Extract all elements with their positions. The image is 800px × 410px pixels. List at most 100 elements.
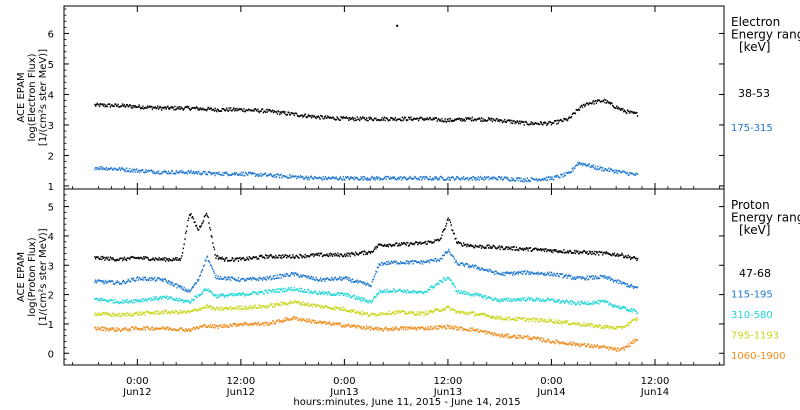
data-point [275, 174, 277, 176]
data-point [236, 306, 238, 308]
data-point [583, 303, 585, 305]
data-point [627, 285, 629, 288]
data-point [120, 301, 122, 304]
data-point [318, 305, 320, 307]
data-point [404, 176, 406, 178]
data-point [593, 278, 595, 280]
data-point [355, 295, 358, 298]
data-point [525, 336, 527, 338]
data-point [441, 258, 443, 260]
data-point [208, 290, 210, 292]
data-point [480, 269, 482, 271]
data-point [600, 300, 602, 302]
data-point [126, 104, 129, 106]
data-point [516, 337, 518, 339]
data-point [472, 264, 474, 266]
data-point [149, 277, 151, 279]
data-point [332, 177, 334, 179]
data-point [630, 341, 632, 344]
data-point [265, 306, 267, 308]
data-point [196, 227, 198, 229]
data-point [432, 241, 434, 244]
data-point [630, 256, 632, 259]
data-point [399, 244, 401, 247]
data-point [94, 326, 96, 329]
data-point [115, 281, 117, 284]
data-point [247, 258, 249, 260]
data-point [428, 289, 430, 291]
data-point [145, 326, 147, 329]
data-point [326, 291, 328, 294]
data-point [319, 292, 321, 294]
data-point [95, 257, 97, 260]
data-point [360, 252, 362, 254]
data-point [317, 293, 320, 295]
data-point [504, 247, 507, 249]
data-point [236, 293, 238, 295]
data-point [396, 290, 398, 293]
data-point [488, 244, 490, 247]
data-point [192, 172, 194, 174]
data-point [126, 312, 129, 315]
data-point [310, 253, 313, 256]
data-point [218, 308, 220, 311]
data-point [247, 324, 250, 326]
data-point [348, 117, 351, 119]
data-point [532, 337, 534, 340]
data-point [549, 271, 551, 274]
data-point [391, 244, 393, 247]
data-point [375, 177, 377, 179]
data-point [286, 318, 289, 321]
data-point [163, 312, 165, 314]
data-point [244, 293, 247, 296]
data-point [401, 290, 403, 292]
data-point [482, 297, 484, 300]
data-point [511, 336, 514, 339]
data-point [150, 169, 152, 172]
data-point [584, 250, 586, 253]
data-point [586, 102, 588, 104]
data-point [110, 104, 112, 107]
data-point [605, 346, 607, 349]
data-point [303, 275, 306, 277]
data-point [373, 176, 375, 179]
data-point [543, 272, 546, 275]
data-point [552, 251, 554, 254]
data-point [533, 272, 535, 275]
data-point [444, 309, 446, 311]
data-point [303, 115, 305, 117]
data-point [367, 315, 369, 317]
data-point [434, 117, 436, 119]
data-point [306, 289, 309, 291]
data-point [511, 271, 513, 274]
data-point [157, 298, 160, 301]
data-point [350, 176, 352, 178]
data-point [157, 108, 160, 110]
data-point [228, 326, 230, 328]
data-point [306, 254, 308, 257]
data-point [405, 326, 407, 329]
data-point [263, 278, 265, 280]
data-point [487, 247, 490, 249]
data-point [445, 278, 448, 280]
data-point [276, 113, 278, 115]
data-point [345, 116, 348, 118]
data-point [535, 318, 537, 320]
data-point [349, 326, 351, 328]
data-point [101, 166, 103, 168]
data-point [378, 292, 380, 295]
data-point [158, 297, 160, 300]
data-point [255, 109, 257, 111]
data-point [493, 177, 495, 179]
data-point [261, 173, 264, 176]
data-point [562, 300, 564, 302]
data-point [627, 309, 629, 312]
data-point [242, 171, 244, 174]
data-point [187, 107, 189, 109]
data-point [256, 174, 258, 177]
data-point [527, 338, 529, 340]
data-point [107, 256, 109, 259]
data-point [240, 294, 243, 296]
data-point [442, 278, 445, 280]
data-point [234, 108, 236, 110]
